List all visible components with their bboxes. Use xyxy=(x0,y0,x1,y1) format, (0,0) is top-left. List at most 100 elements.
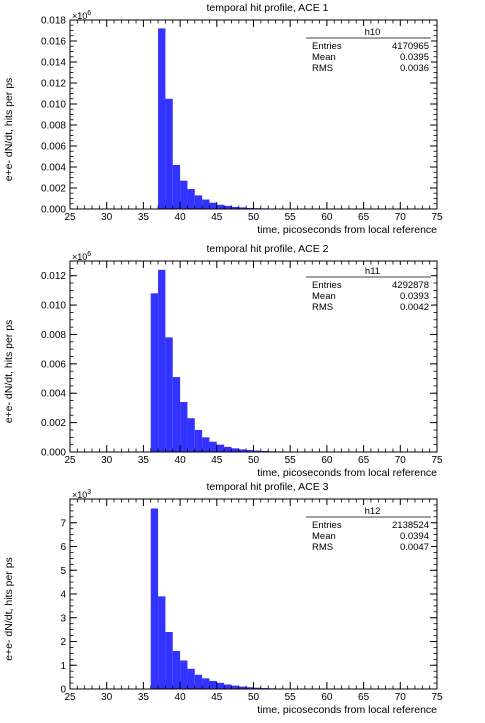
x-tick-label: 50 xyxy=(248,212,260,223)
stats-value: 0.0395 xyxy=(400,52,429,63)
y-tick-label: 0.004 xyxy=(41,389,66,400)
histogram-bar xyxy=(217,445,224,452)
y-tick-label: 0.008 xyxy=(41,121,66,132)
x-axis-label: time, picoseconds from local reference xyxy=(257,467,437,479)
histogram-bar xyxy=(180,661,187,690)
x-tick-label: 55 xyxy=(285,455,297,466)
stats-label: RMS xyxy=(312,63,333,74)
x-axis-label: time, picoseconds from local reference xyxy=(257,704,437,716)
histogram-bar xyxy=(195,675,202,689)
stats-value: 0.0394 xyxy=(400,531,429,542)
histogram-bar xyxy=(202,200,209,209)
x-tick-label: 70 xyxy=(395,455,407,466)
stats-label: RMS xyxy=(312,542,333,553)
x-tick-label: 45 xyxy=(211,692,223,703)
y-tick-label: 0.012 xyxy=(41,79,66,90)
x-tick-label: 40 xyxy=(175,692,187,703)
stats-label: Mean xyxy=(312,52,336,63)
y-tick-label: 1 xyxy=(60,661,66,672)
x-tick-label: 60 xyxy=(321,212,333,223)
x-tick-label: 30 xyxy=(101,212,113,223)
histogram-bar xyxy=(217,683,224,689)
histogram-bar xyxy=(165,337,172,452)
chart-title: temporal hit profile, ACE 3 xyxy=(207,481,329,493)
stats-value: 2138524 xyxy=(392,520,429,531)
x-tick-label: 35 xyxy=(138,455,150,466)
chart-title: temporal hit profile, ACE 1 xyxy=(207,2,329,14)
stats-value: 0.0042 xyxy=(400,302,429,313)
x-tick-label: 30 xyxy=(101,692,113,703)
y-axis-label: e+e- dN/dt, hits per ps xyxy=(3,557,15,661)
y-tick-label: 0.004 xyxy=(41,163,66,174)
histogram-bar xyxy=(180,181,187,209)
histogram-bar xyxy=(231,448,238,452)
y-tick-label: 0.006 xyxy=(41,142,66,153)
stats-value: 0.0047 xyxy=(400,542,429,553)
y-axis-label: e+e- dN/dt, hits per ps xyxy=(3,320,15,424)
y-tick-label: 2 xyxy=(60,637,66,648)
x-tick-label: 50 xyxy=(248,455,260,466)
y-tick-label: 0.002 xyxy=(41,418,66,429)
x-tick-label: 35 xyxy=(138,212,150,223)
histogram-bar xyxy=(151,509,158,690)
x-tick-label: 60 xyxy=(321,455,333,466)
stats-box: h10 Entries 4170965 Mean 0.0395 RMS 0.0036 xyxy=(306,26,431,74)
y-tick-label: 4 xyxy=(60,590,66,601)
x-tick-label: 25 xyxy=(64,692,76,703)
stats-value: 0.0036 xyxy=(400,63,429,74)
x-tick-label: 75 xyxy=(431,692,443,703)
stats-box-title: h11 xyxy=(365,266,380,277)
x-tick-label: 25 xyxy=(64,212,76,223)
y-tick-label: 0 xyxy=(60,685,66,696)
x-tick-label: 25 xyxy=(64,455,76,466)
histogram-bar xyxy=(209,681,216,689)
y-axis-multiplier: ×106 xyxy=(72,251,91,262)
x-tick-label: 40 xyxy=(175,455,187,466)
histogram-bar xyxy=(202,437,209,452)
histogram-bar xyxy=(180,402,187,452)
x-axis-label: time, picoseconds from local reference xyxy=(257,224,437,236)
histogram-bar xyxy=(158,596,165,689)
stats-label: Entries xyxy=(312,41,342,52)
histogram-bar xyxy=(187,189,194,209)
x-tick-label: 50 xyxy=(248,692,260,703)
histogram-bar xyxy=(209,442,216,452)
histogram-bar xyxy=(195,195,202,209)
histogram-bar xyxy=(173,651,180,689)
x-tick-label: 65 xyxy=(358,692,370,703)
stats-label: RMS xyxy=(312,302,333,313)
histogram-bar xyxy=(173,165,180,209)
x-tick-label: 55 xyxy=(285,692,297,703)
stats-label: Mean xyxy=(312,531,336,542)
stats-value: 0.0393 xyxy=(400,291,429,302)
histogram-bar xyxy=(209,203,216,209)
histogram-bar xyxy=(187,669,194,689)
y-tick-label: 0.000 xyxy=(41,448,66,459)
histogram-bar xyxy=(158,28,165,209)
x-tick-label: 45 xyxy=(211,212,223,223)
y-tick-label: 0.006 xyxy=(41,359,66,370)
y-axis-multiplier: ×103 xyxy=(72,489,91,500)
y-tick-label: 5 xyxy=(60,566,66,577)
stats-box-title: h10 xyxy=(365,27,381,38)
stats-value: 4170965 xyxy=(392,41,429,52)
histogram-bar xyxy=(195,430,202,452)
histogram-bar xyxy=(165,99,172,209)
y-tick-label: 0.010 xyxy=(41,301,66,312)
stats-box-title: h12 xyxy=(365,506,381,517)
y-tick-label: 0.010 xyxy=(41,100,66,111)
histogram-bar xyxy=(173,377,180,452)
y-tick-label: 0.002 xyxy=(41,184,66,195)
stats-label: Entries xyxy=(312,520,342,531)
y-tick-label: 0.018 xyxy=(41,16,66,27)
y-axis-multiplier: ×106 xyxy=(72,10,91,21)
y-tick-label: 0.016 xyxy=(41,37,66,48)
y-tick-label: 0.014 xyxy=(41,58,66,69)
x-tick-label: 65 xyxy=(358,455,370,466)
x-tick-label: 45 xyxy=(211,455,223,466)
y-tick-label: 0.000 xyxy=(41,205,66,216)
